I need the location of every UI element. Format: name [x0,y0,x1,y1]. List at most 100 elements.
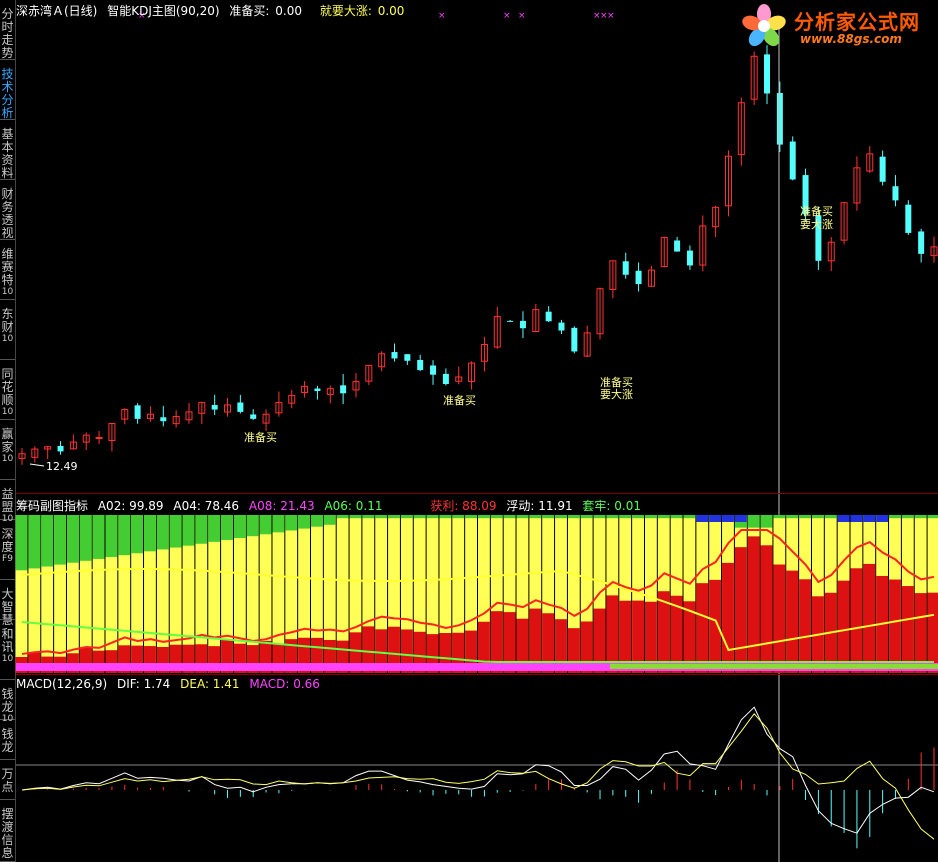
chip-bar-yellow [426,515,439,673]
chip-bar-red [285,639,298,673]
chip-bar-red [555,619,567,673]
sidebar-tab-sub: 10 [1,334,14,344]
chip-bar-green [400,515,413,519]
sidebar-tab[interactable]: 技术分析 [0,60,15,120]
chip-bar-green [28,515,41,569]
chip-bar-yellow [285,515,298,673]
candle-body [853,167,861,204]
candle-body [198,402,206,414]
chip-bar-red [773,564,786,673]
chip-bar-green [439,515,452,519]
chip-bar-yellow [105,515,118,673]
sidebar-tab-sub: 10 [1,287,14,297]
sidebar-tab[interactable]: 维赛特 10 [0,240,15,300]
chip-bar-green [66,515,79,563]
chip-bar-green [657,515,670,519]
dea-value: DEA: 1.41 [180,677,240,691]
chip-bar-green [644,515,657,519]
candle-body [866,153,874,172]
sidebar-tab[interactable]: 赢家 10 [0,420,15,480]
signal-buy-label: 准备买 [600,375,633,389]
a02-value: A02: 99.89 [97,499,164,513]
sidebar-tab-sub: 10 [1,514,14,524]
chip-bar-red [336,640,349,673]
chip-bottom-stripe [16,663,938,671]
candle-body [712,206,720,228]
macd-value: MACD: 0.66 [249,677,320,691]
chip-bar-red [850,568,863,673]
a08-value: A08: 21.43 [248,499,315,513]
sidebar-tab[interactable]: 基本资料 [0,120,15,180]
candle-body [635,270,642,285]
sidebar-tab[interactable]: 益盟 10 [0,480,15,524]
candle-body [622,261,629,275]
candle-body [840,202,848,241]
sidebar-tab[interactable]: 财务透视 [0,180,15,240]
chip-bar-red [169,644,182,673]
signal-rise-label: 要大涨 [800,217,833,231]
sidebar: 分时走势 技术分析 基本资料 财务透视 维赛特 10 东财 10 同花顺 10 赢家 10 益盟 10 深度… [0,0,16,862]
candle-body [275,402,283,414]
candle-body [57,445,64,452]
chip-bar-red [28,652,41,673]
sidebar-tab[interactable]: 摆渡信息 [0,800,15,862]
chip-bar-yellow [555,515,567,673]
sidebar-tab[interactable]: 钱龙 [0,720,15,760]
chip-bar-green [79,515,92,561]
sidebar-tab[interactable]: 深度 F9 [0,520,15,580]
chip-bar-yellow [66,515,79,673]
chip-red-line [21,529,935,655]
trapped-value: 套牢: 0.01 [582,499,641,513]
sidebar-tab[interactable]: 万点 [0,760,15,800]
signal-buy-label: 准备买 [244,430,277,444]
chip-bar-yellow [79,515,92,673]
sidebar-tab-label: 赢家 [1,427,14,454]
chip-bar-green [503,515,516,519]
chip-bar-red [683,601,696,673]
chip-bar-green [233,515,246,539]
a04-value: A04: 78.46 [173,499,240,513]
chip-bar-yellow [221,515,233,673]
chip-bar-yellow [644,515,657,673]
sidebar-tab[interactable]: 分时走势 [0,0,15,60]
chip-bar-red [619,600,632,673]
chip-bar-red [901,586,914,673]
chip-bar-yellow [413,515,426,673]
sidebar-tab[interactable]: 大智慧 [0,580,15,627]
candle-body [340,385,347,394]
chip-bar-red [632,600,644,673]
sidebar-tab[interactable]: 和讯 10 [0,620,15,680]
chip-bar-green [349,515,362,519]
chip-bar-green [182,515,195,546]
profit-value: 获利: 88.09 [430,499,497,513]
sidebar-tab[interactable]: 东财 10 [0,300,15,360]
sidebar-tab[interactable]: 同花顺 10 [0,360,15,420]
candle-body [82,434,90,443]
chip-bar-yellow [233,515,246,673]
chip-bar-red [413,631,426,673]
chip-bar-green [914,515,927,519]
candle-body [237,402,244,412]
sidebar-tab-label: 和讯 [1,627,14,654]
logo-url: www.88gs.com [800,32,902,46]
chip-bar-red [156,646,169,673]
chip-bar-green [773,515,786,519]
chip-bar-yellow [311,515,323,673]
flower-logo-icon [742,4,786,47]
candle-body [455,376,463,382]
sidebar-tab[interactable]: 钱龙 10 [0,680,15,724]
chip-bar-yellow [169,515,182,673]
chip-bar-red [465,630,477,673]
chip-bar-green [927,515,938,519]
chip-bar-red [195,644,208,673]
sidebar-tab-label: 财务透视 [1,187,14,240]
chip-bottom-stripe [610,664,938,669]
chip-bar-green [786,515,799,519]
chip-bar-yellow [349,515,362,673]
sidebar-tab-label: 万点 [1,767,14,794]
chip-bar-red [670,595,683,673]
chip-bar-green [580,515,593,519]
candle-body [918,231,925,254]
candle-body [417,359,424,371]
